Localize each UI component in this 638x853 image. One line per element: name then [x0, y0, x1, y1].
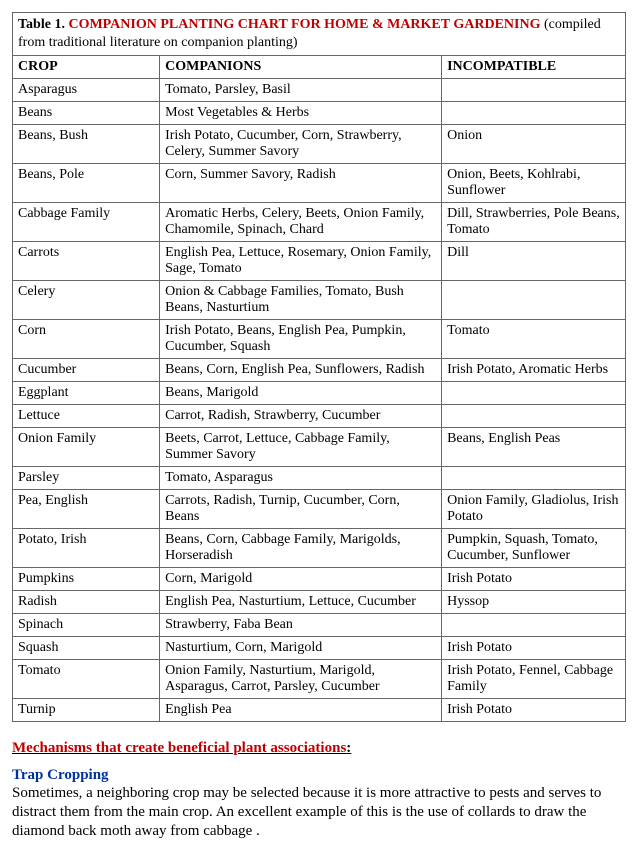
cell-incompatible — [442, 614, 626, 637]
trap-cropping-body: Sometimes, a neighboring crop may be sel… — [12, 784, 626, 840]
cell-companions: Strawberry, Faba Bean — [160, 614, 442, 637]
cell-crop: Parsley — [13, 467, 160, 490]
table-row: Cabbage FamilyAromatic Herbs, Celery, Be… — [13, 203, 626, 242]
cell-companions: Nasturtium, Corn, Marigold — [160, 637, 442, 660]
cell-companions: Carrots, Radish, Turnip, Cucumber, Corn,… — [160, 490, 442, 529]
cell-companions: Most Vegetables & Herbs — [160, 102, 442, 125]
table-row: CeleryOnion & Cabbage Families, Tomato, … — [13, 281, 626, 320]
table-row: LettuceCarrot, Radish, Strawberry, Cucum… — [13, 405, 626, 428]
cell-crop: Radish — [13, 591, 160, 614]
table-row: Pea, EnglishCarrots, Radish, Turnip, Cuc… — [13, 490, 626, 529]
table-row: Onion FamilyBeets, Carrot, Lettuce, Cabb… — [13, 428, 626, 467]
cell-incompatible — [442, 102, 626, 125]
cell-crop: Turnip — [13, 699, 160, 722]
table-row: Beans, BushIrish Potato, Cucumber, Corn,… — [13, 125, 626, 164]
cell-companions: Beans, Corn, English Pea, Sunflowers, Ra… — [160, 359, 442, 382]
cell-incompatible: Onion Family, Gladiolus, Irish Potato — [442, 490, 626, 529]
cell-incompatible: Pumpkin, Squash, Tomato, Cucumber, Sunfl… — [442, 529, 626, 568]
cell-companions: English Pea, Nasturtium, Lettuce, Cucumb… — [160, 591, 442, 614]
cell-incompatible: Onion — [442, 125, 626, 164]
cell-crop: Eggplant — [13, 382, 160, 405]
table-caption: Table 1. COMPANION PLANTING CHART FOR HO… — [13, 13, 626, 56]
cell-companions: Tomato, Asparagus — [160, 467, 442, 490]
cell-crop: Squash — [13, 637, 160, 660]
cell-crop: Beans, Pole — [13, 164, 160, 203]
cell-companions: Beets, Carrot, Lettuce, Cabbage Family, … — [160, 428, 442, 467]
cell-incompatible — [442, 382, 626, 405]
table-row: ParsleyTomato, Asparagus — [13, 467, 626, 490]
cell-companions: Beans, Marigold — [160, 382, 442, 405]
cell-companions: English Pea, Lettuce, Rosemary, Onion Fa… — [160, 242, 442, 281]
table-row: CucumberBeans, Corn, English Pea, Sunflo… — [13, 359, 626, 382]
cell-incompatible: Irish Potato, Fennel, Cabbage Family — [442, 660, 626, 699]
cell-companions: Irish Potato, Cucumber, Corn, Strawberry… — [160, 125, 442, 164]
table-row: CarrotsEnglish Pea, Lettuce, Rosemary, O… — [13, 242, 626, 281]
cell-incompatible: Hyssop — [442, 591, 626, 614]
cell-crop: Carrots — [13, 242, 160, 281]
table-row: AsparagusTomato, Parsley, Basil — [13, 79, 626, 102]
cell-incompatible: Irish Potato, Aromatic Herbs — [442, 359, 626, 382]
cell-companions: Tomato, Parsley, Basil — [160, 79, 442, 102]
table-row: TomatoOnion Family, Nasturtium, Marigold… — [13, 660, 626, 699]
cell-crop: Corn — [13, 320, 160, 359]
header-crop: CROP — [13, 56, 160, 79]
header-companions: COMPANIONS — [160, 56, 442, 79]
table-row: BeansMost Vegetables & Herbs — [13, 102, 626, 125]
cell-companions: Corn, Marigold — [160, 568, 442, 591]
table-row: Potato, IrishBeans, Corn, Cabbage Family… — [13, 529, 626, 568]
table-row: TurnipEnglish PeaIrish Potato — [13, 699, 626, 722]
table-row: Beans, PoleCorn, Summer Savory, RadishOn… — [13, 164, 626, 203]
cell-crop: Beans — [13, 102, 160, 125]
cell-incompatible — [442, 281, 626, 320]
table-row: SpinachStrawberry, Faba Bean — [13, 614, 626, 637]
cell-incompatible: Irish Potato — [442, 699, 626, 722]
cell-crop: Cabbage Family — [13, 203, 160, 242]
mechanisms-heading-colon: : — [346, 740, 351, 756]
cell-crop: Cucumber — [13, 359, 160, 382]
cell-companions: Irish Potato, Beans, English Pea, Pumpki… — [160, 320, 442, 359]
cell-companions: Corn, Summer Savory, Radish — [160, 164, 442, 203]
cell-incompatible: Dill, Strawberries, Pole Beans, Tomato — [442, 203, 626, 242]
header-incompatible: INCOMPATIBLE — [442, 56, 626, 79]
table-label: Table 1. — [18, 17, 65, 32]
cell-crop: Beans, Bush — [13, 125, 160, 164]
cell-companions: Onion Family, Nasturtium, Marigold, Aspa… — [160, 660, 442, 699]
cell-crop: Onion Family — [13, 428, 160, 467]
cell-crop: Lettuce — [13, 405, 160, 428]
table-title: COMPANION PLANTING CHART FOR HOME & MARK… — [68, 17, 540, 32]
cell-crop: Pumpkins — [13, 568, 160, 591]
cell-companions: Onion & Cabbage Families, Tomato, Bush B… — [160, 281, 442, 320]
cell-crop: Tomato — [13, 660, 160, 699]
cell-companions: English Pea — [160, 699, 442, 722]
cell-incompatible — [442, 405, 626, 428]
cell-companions: Aromatic Herbs, Celery, Beets, Onion Fam… — [160, 203, 442, 242]
table-row: EggplantBeans, Marigold — [13, 382, 626, 405]
cell-incompatible: Irish Potato — [442, 637, 626, 660]
cell-incompatible: Irish Potato — [442, 568, 626, 591]
cell-crop: Potato, Irish — [13, 529, 160, 568]
table-row: PumpkinsCorn, MarigoldIrish Potato — [13, 568, 626, 591]
cell-crop: Spinach — [13, 614, 160, 637]
table-row: CornIrish Potato, Beans, English Pea, Pu… — [13, 320, 626, 359]
cell-incompatible: Dill — [442, 242, 626, 281]
cell-companions: Carrot, Radish, Strawberry, Cucumber — [160, 405, 442, 428]
table-row: RadishEnglish Pea, Nasturtium, Lettuce, … — [13, 591, 626, 614]
cell-incompatible — [442, 467, 626, 490]
table-header-row: CROP COMPANIONS INCOMPATIBLE — [13, 56, 626, 79]
table-row: SquashNasturtium, Corn, MarigoldIrish Po… — [13, 637, 626, 660]
cell-crop: Asparagus — [13, 79, 160, 102]
cell-incompatible: Onion, Beets, Kohlrabi, Sunflower — [442, 164, 626, 203]
cell-incompatible — [442, 79, 626, 102]
cell-crop: Celery — [13, 281, 160, 320]
cell-crop: Pea, English — [13, 490, 160, 529]
trap-cropping-heading: Trap Cropping — [12, 767, 626, 784]
cell-incompatible: Tomato — [442, 320, 626, 359]
cell-incompatible: Beans, English Peas — [442, 428, 626, 467]
companion-planting-table: Table 1. COMPANION PLANTING CHART FOR HO… — [12, 12, 626, 722]
mechanisms-heading: Mechanisms that create beneficial plant … — [12, 740, 626, 757]
cell-companions: Beans, Corn, Cabbage Family, Marigolds, … — [160, 529, 442, 568]
mechanisms-heading-text: Mechanisms that create beneficial plant … — [12, 740, 346, 756]
